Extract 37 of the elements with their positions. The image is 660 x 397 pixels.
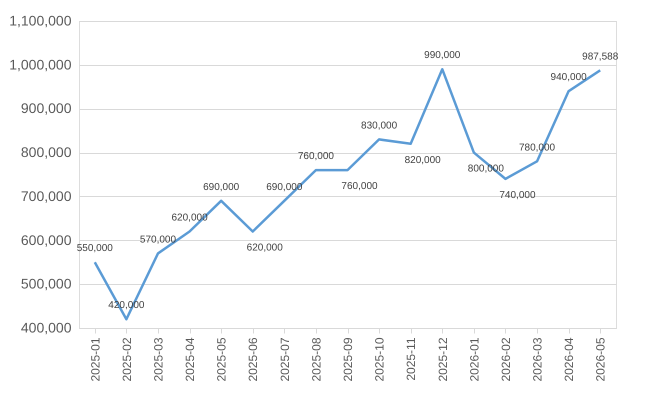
x-tick-label: 2026-02 (498, 337, 513, 382)
x-tick-label: 2025-04 (183, 337, 198, 382)
y-tick-label: 500,000 (20, 276, 72, 292)
x-tick-label: 2025-01 (88, 337, 102, 382)
data-label: 830,000 (361, 120, 398, 132)
data-label: 987,588 (582, 51, 619, 62)
y-tick-label: 400,000 (20, 320, 72, 336)
x-tick-label: 2026-03 (530, 337, 545, 382)
data-label: 990,000 (424, 50, 461, 62)
data-label: 820,000 (404, 154, 442, 166)
x-tick-label: 2025-12 (436, 337, 450, 382)
x-tick-label: 2025-05 (214, 337, 229, 382)
y-tick-label: 1,000,000 (9, 56, 72, 72)
x-tick-label: 2025-07 (278, 337, 292, 382)
x-tick-label: 2026-01 (467, 337, 482, 382)
x-tick-label: 2025-11 (404, 337, 418, 381)
x-tick-label: 2025-03 (151, 337, 166, 382)
data-label: 690,000 (203, 182, 240, 193)
data-label: 760,000 (298, 151, 334, 162)
data-label: 570,000 (140, 234, 176, 246)
x-tick-label: 2026-04 (562, 337, 576, 382)
data-label: 760,000 (341, 181, 378, 192)
data-label: 550,000 (76, 243, 114, 254)
data-label: 740,000 (499, 190, 536, 201)
y-tick-label: 700,000 (20, 188, 72, 204)
y-tick-label: 1,100,000 (9, 12, 72, 28)
x-tick-label: 2026-05 (594, 337, 608, 382)
y-tick-label: 800,000 (20, 144, 72, 160)
x-tick-label: 2025-10 (372, 337, 387, 382)
x-tick-label: 2025-06 (246, 337, 260, 382)
data-label: 940,000 (550, 72, 588, 84)
x-tick-label: 2025-08 (309, 337, 324, 382)
y-tick-label: 600,000 (20, 232, 72, 248)
y-tick-label: 900,000 (20, 100, 72, 116)
x-tick-label: 2025-09 (341, 337, 355, 382)
data-label: 620,000 (246, 242, 284, 254)
x-tick-label: 2025-02 (120, 337, 134, 382)
